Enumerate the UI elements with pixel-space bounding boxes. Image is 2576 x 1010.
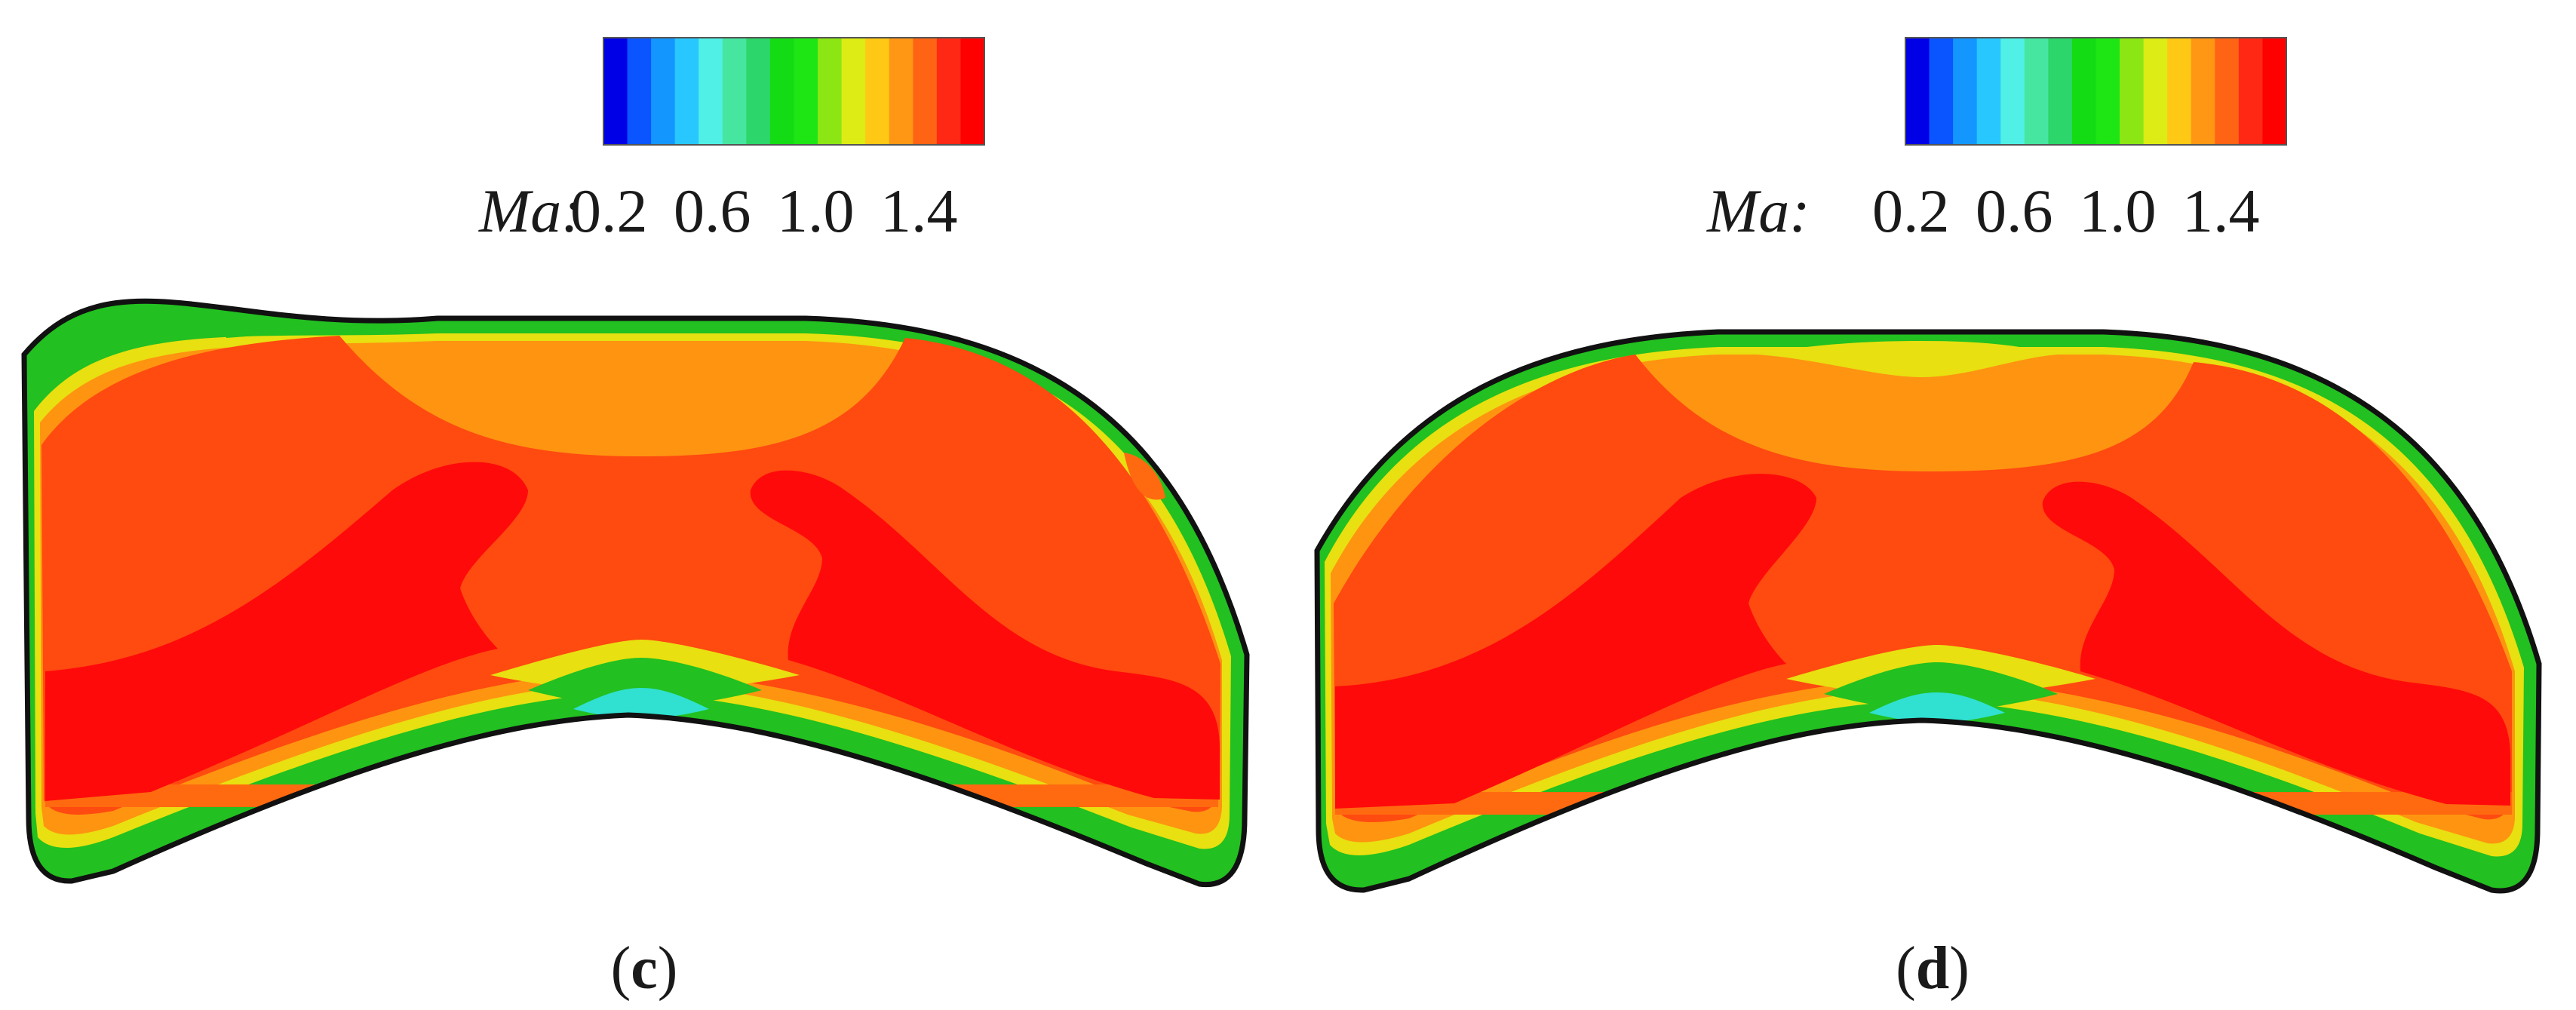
colorbar-swatch xyxy=(627,38,652,145)
colorbar-swatch xyxy=(889,38,913,145)
core-red-region-left xyxy=(1335,474,1816,809)
core-red-region-right xyxy=(750,470,1220,800)
colorbar-swatch xyxy=(2120,38,2145,145)
panel-caption: (d) xyxy=(1896,935,1970,1002)
colorbar-swatch xyxy=(1976,38,2001,145)
inner-wall-cyan xyxy=(573,688,709,719)
mach-contour-field xyxy=(24,301,1247,885)
passage-outline xyxy=(1314,329,2542,894)
colorbar-swatch xyxy=(841,38,866,145)
colorbar-swatch xyxy=(1929,38,1954,145)
legend-tick-label: 0.6 xyxy=(674,177,751,245)
legend-variable-label: Ma: xyxy=(1706,177,1810,245)
colorbar-swatch xyxy=(2262,38,2287,145)
inner-wall-green xyxy=(528,658,762,709)
panel-c-figure: Ma: 0.2 0.6 1.0 1.4 (c) xyxy=(21,37,1250,1002)
colorbar-swatch xyxy=(2071,38,2097,145)
top-yellow-patch xyxy=(1756,341,2058,377)
colorbar-swatch xyxy=(818,38,843,145)
legend-tick-label: 1.4 xyxy=(2182,177,2260,245)
inner-wall-green xyxy=(1824,662,2058,713)
colorbar-swatch xyxy=(2048,38,2073,145)
colorbar-swatch xyxy=(651,38,676,145)
colorbar-swatch xyxy=(1905,38,1930,145)
panel-c: Ma: 0.2 0.6 1.0 1.4 (c) xyxy=(21,37,1250,1002)
mid-orange-patch xyxy=(1124,453,1165,500)
colorbar-swatch xyxy=(865,38,890,145)
passage-outline xyxy=(21,298,1250,888)
colorbar-swatch xyxy=(1953,38,1978,145)
colorbar-swatch xyxy=(674,38,699,145)
colorbar xyxy=(1905,37,2287,146)
colorbar-swatch xyxy=(603,38,628,145)
colorbar-swatch xyxy=(960,38,985,145)
inner-wall-cyan xyxy=(1869,692,2005,723)
legend-tick-label: 0.2 xyxy=(1872,177,1950,245)
colorbar-swatch xyxy=(2191,38,2215,145)
colorbar-frame xyxy=(1905,37,2287,146)
mach-contour-field xyxy=(1317,332,2539,891)
colorbar-swatch xyxy=(2215,38,2240,145)
colorbar xyxy=(603,37,985,146)
colorbar-swatches xyxy=(603,38,985,145)
mid-orange-patch xyxy=(1335,792,2512,815)
colorbar-swatch xyxy=(746,38,771,145)
legend-tick-label: 1.0 xyxy=(777,177,855,245)
colorbar-frame xyxy=(603,37,985,146)
panel-d: Ma: 0.2 0.6 1.0 1.4 (d) xyxy=(1288,0,2576,1010)
colorbar-swatch xyxy=(722,38,747,145)
core-red-region-right xyxy=(2042,481,2511,806)
colorbar-swatch xyxy=(2024,38,2049,145)
legend-tick-label: 1.4 xyxy=(880,177,958,245)
colorbar-swatch xyxy=(2167,38,2192,145)
legend-tick-label: 0.2 xyxy=(570,177,648,245)
legend-tick-label: 1.0 xyxy=(2079,177,2157,245)
colorbar-swatches xyxy=(1905,38,2287,145)
mid-orange-patch xyxy=(45,784,1218,807)
colorbar-swatch xyxy=(2000,38,2025,145)
panel-caption: (c) xyxy=(611,935,678,1002)
colorbar-swatch xyxy=(698,38,723,145)
legend-tick-label: 0.6 xyxy=(1976,177,2053,245)
colorbar-swatch xyxy=(794,38,818,145)
colorbar-swatch xyxy=(2238,38,2264,145)
panel-d-figure: Ma: 0.2 0.6 1.0 1.4 (d) xyxy=(1314,37,2542,1002)
colorbar-swatch xyxy=(936,38,962,145)
core-red-region-left xyxy=(45,462,528,801)
colorbar-swatch xyxy=(2095,38,2120,145)
colorbar-swatch xyxy=(769,38,795,145)
colorbar-swatch xyxy=(2143,38,2168,145)
legend-variable-label: Ma: xyxy=(478,177,582,245)
colorbar-swatch xyxy=(913,38,938,145)
